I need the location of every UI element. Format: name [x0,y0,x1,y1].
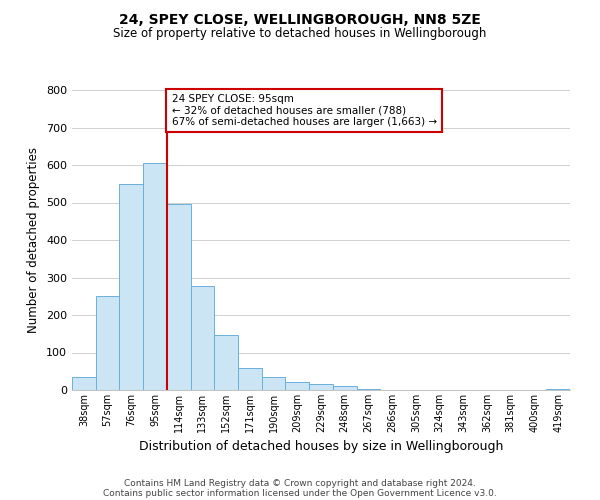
Bar [262,377,286,390]
Bar [167,204,191,390]
Text: 24 SPEY CLOSE: 95sqm
← 32% of detached houses are smaller (788)
67% of semi-deta: 24 SPEY CLOSE: 95sqm ← 32% of detached h… [172,94,437,127]
Bar [309,384,333,390]
Text: Contains HM Land Registry data © Crown copyright and database right 2024.: Contains HM Land Registry data © Crown c… [124,478,476,488]
Text: Contains public sector information licensed under the Open Government Licence v3: Contains public sector information licen… [103,488,497,498]
Bar [286,382,309,390]
Bar [546,389,570,390]
Bar [214,334,238,390]
Bar [333,386,356,390]
Text: 24, SPEY CLOSE, WELLINGBOROUGH, NN8 5ZE: 24, SPEY CLOSE, WELLINGBOROUGH, NN8 5ZE [119,12,481,26]
Bar [96,296,119,390]
Bar [119,184,143,390]
Bar [143,163,167,390]
Bar [191,286,214,390]
Text: Size of property relative to detached houses in Wellingborough: Size of property relative to detached ho… [113,28,487,40]
Bar [356,389,380,390]
X-axis label: Distribution of detached houses by size in Wellingborough: Distribution of detached houses by size … [139,440,503,454]
Bar [72,377,96,390]
Bar [238,368,262,390]
Y-axis label: Number of detached properties: Number of detached properties [28,147,40,333]
